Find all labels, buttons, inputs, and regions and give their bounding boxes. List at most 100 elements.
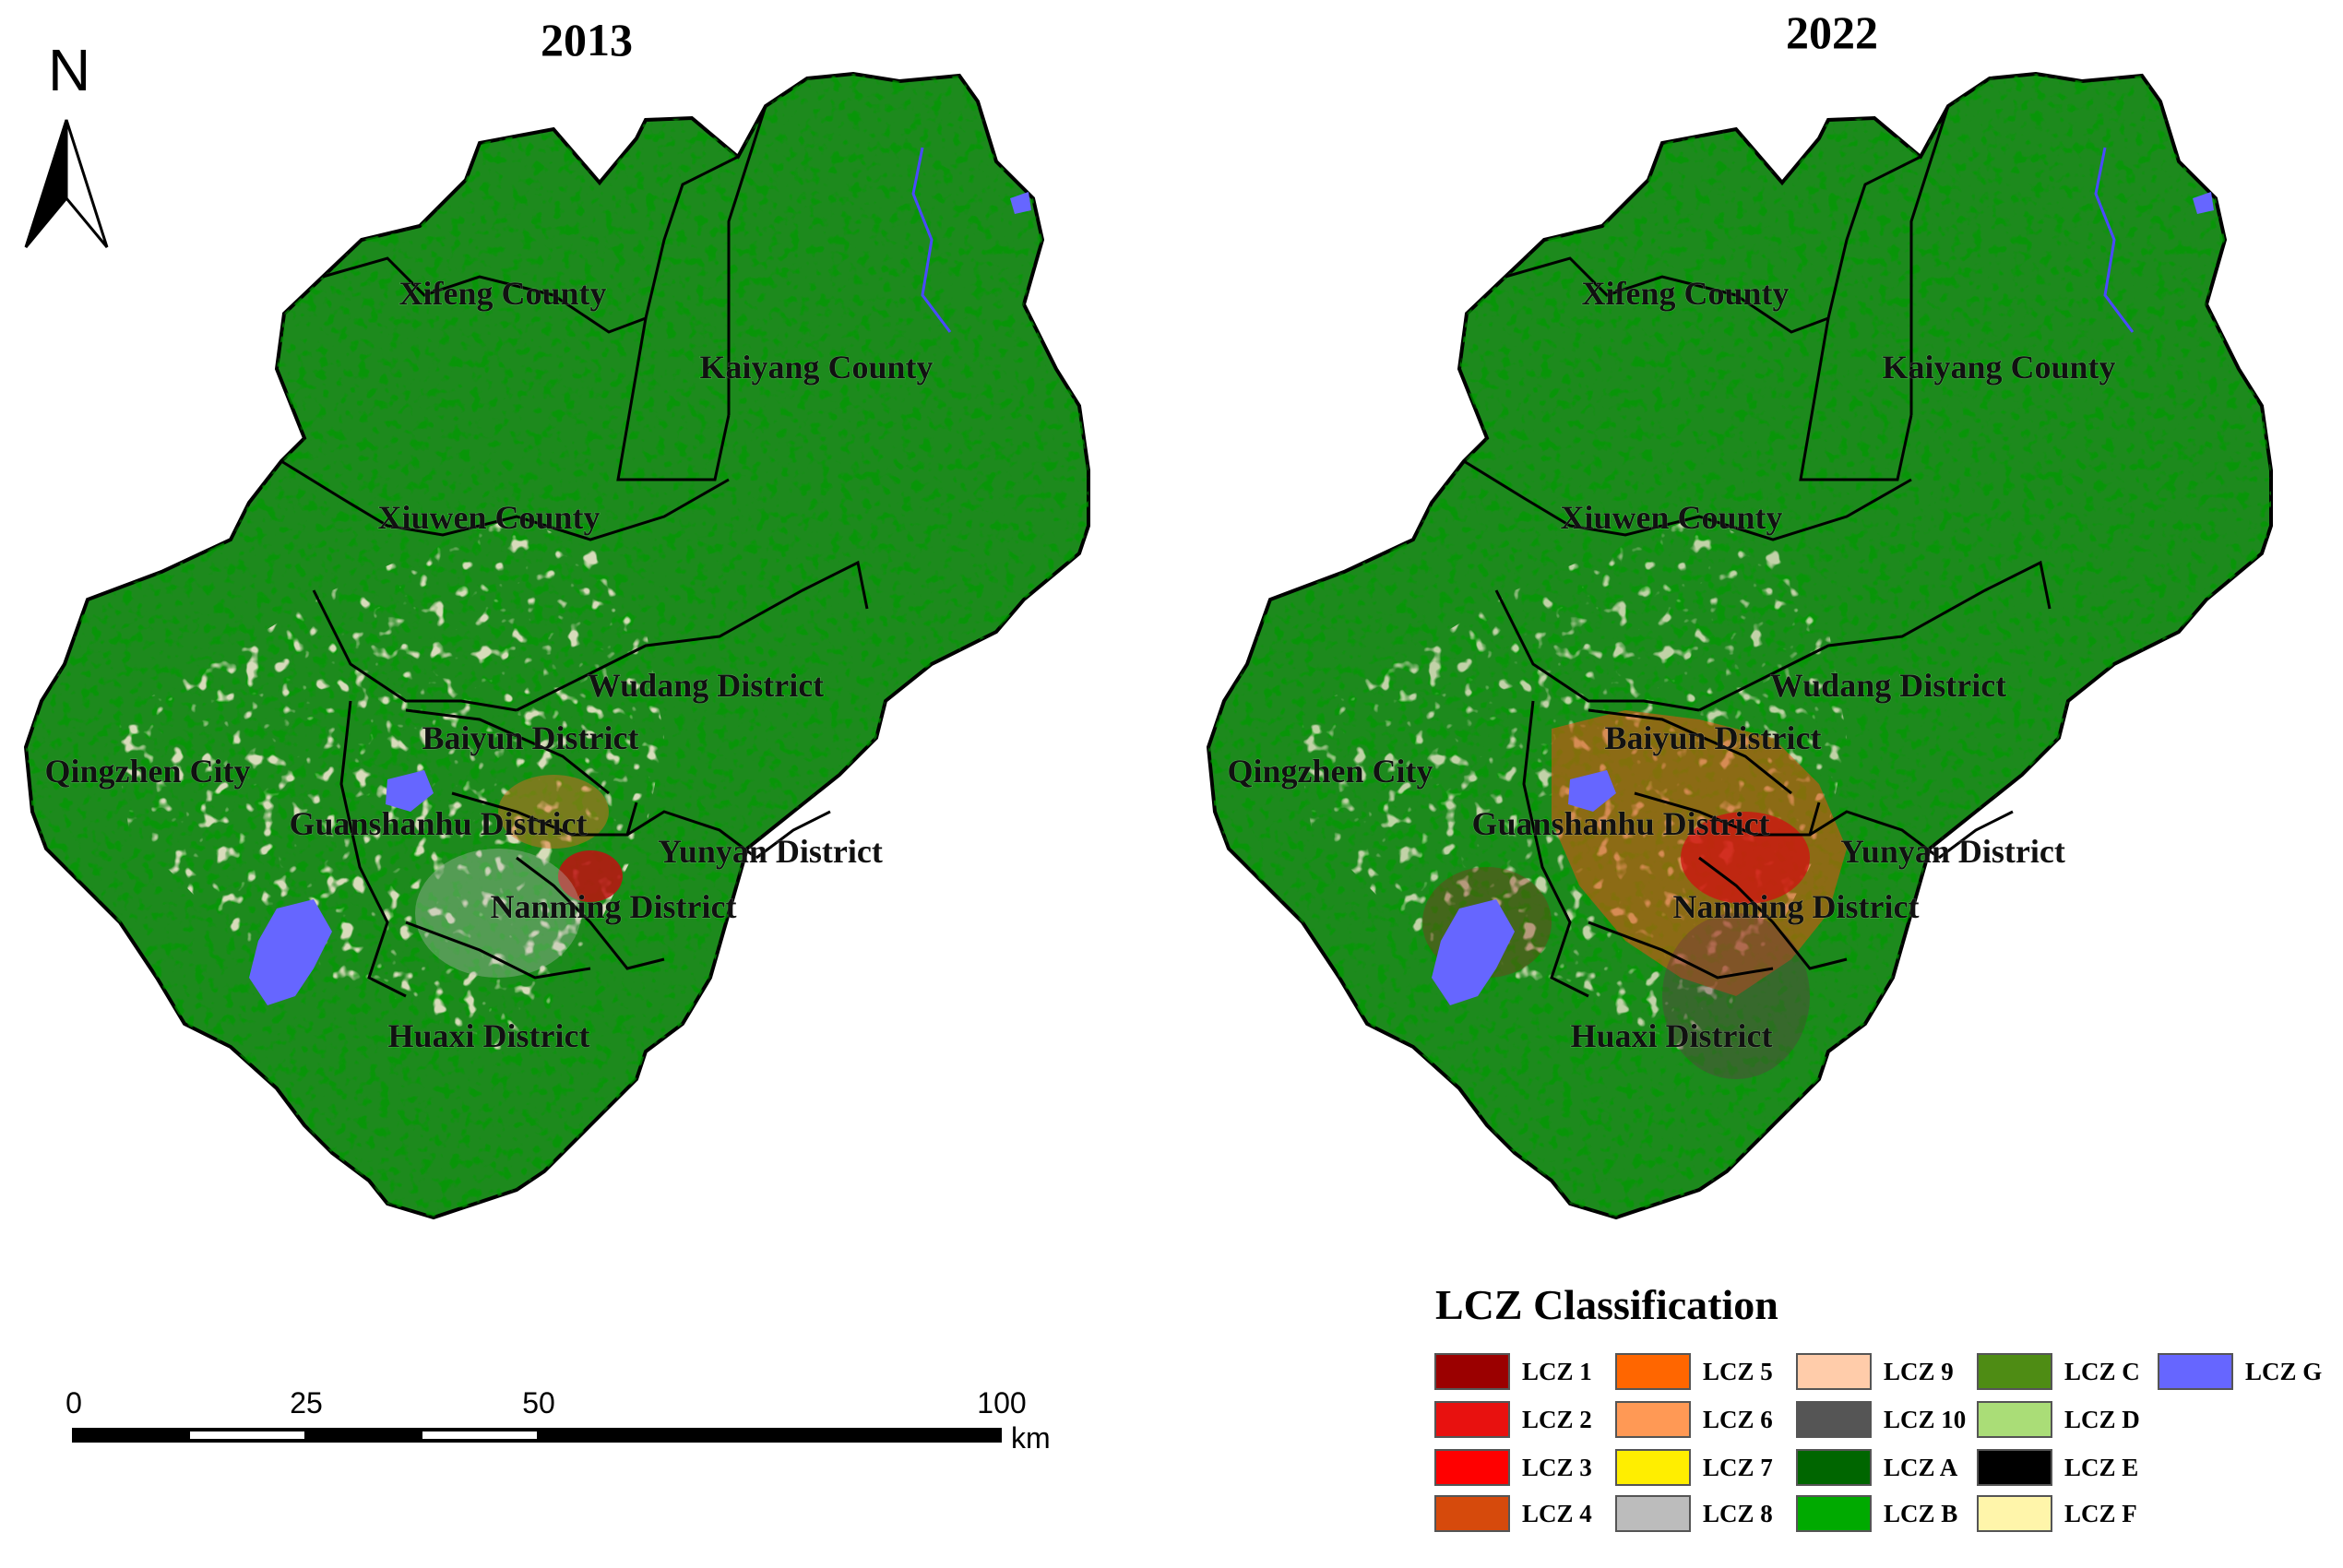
- legend-item: LCZ 8: [1615, 1495, 1773, 1532]
- legend-label: LCZ 10: [1884, 1406, 1966, 1433]
- district-label: Guanshanhu District: [289, 805, 587, 842]
- legend-swatch: [1796, 1495, 1872, 1532]
- district-label: Xifeng County: [398, 275, 606, 312]
- legend-swatch: [1977, 1401, 2052, 1438]
- legend-label: LCZ 9: [1884, 1358, 1954, 1385]
- legend-swatch: [2158, 1353, 2233, 1390]
- legend-label: LCZ D: [2064, 1406, 2140, 1433]
- legend-label: LCZ 5: [1703, 1358, 1773, 1385]
- water-body-2022c: [2193, 192, 2214, 214]
- water-body-2013b: [386, 770, 434, 812]
- legend-item: LCZ 3: [1434, 1449, 1592, 1486]
- district-label: Qingzhen City: [1227, 753, 1433, 790]
- legend-label: LCZ A: [1884, 1454, 1958, 1481]
- district-label: Huaxi District: [1571, 1017, 1773, 1054]
- district-label: Huaxi District: [388, 1017, 590, 1054]
- legend-swatch: [1434, 1495, 1510, 1532]
- legend-label: LCZ F: [2064, 1500, 2137, 1527]
- scale-tick-0: 0: [65, 1386, 82, 1420]
- legend-label: LCZ B: [1884, 1500, 1957, 1527]
- legend-item: LCZ F: [1977, 1495, 2137, 1532]
- legend-item: LCZ D: [1977, 1401, 2140, 1438]
- scale-tick-50: 50: [522, 1386, 555, 1420]
- legend-label: LCZ 1: [1522, 1358, 1592, 1385]
- legend-swatch: [1615, 1401, 1691, 1438]
- legend-swatch: [1977, 1449, 2052, 1486]
- legend-item: LCZ 9: [1796, 1353, 1954, 1390]
- district-boundaries-2022: [1463, 105, 2052, 998]
- legend-swatch: [1796, 1401, 1872, 1438]
- district-label: Xiuwen County: [377, 499, 600, 536]
- district-label: Wudang District: [1770, 667, 2006, 704]
- district-boundaries-2013: [280, 105, 869, 998]
- legend-title: LCZ Classification: [1435, 1281, 1778, 1328]
- legend-item: LCZ B: [1796, 1495, 1957, 1532]
- legend-swatch: [1796, 1353, 1872, 1390]
- map-title-0: 2013: [541, 14, 633, 65]
- legend-label: LCZ C: [2064, 1358, 2140, 1385]
- legend-label: LCZ G: [2245, 1358, 2322, 1385]
- legend-label: LCZ 2: [1522, 1406, 1592, 1433]
- legend-item: LCZ 10: [1796, 1401, 1966, 1438]
- district-label: Nanming District: [491, 888, 737, 925]
- legend-swatch: [1615, 1495, 1691, 1532]
- map-2013: [23, 71, 1090, 1220]
- legend-item: LCZ G: [2158, 1353, 2322, 1390]
- legend-item: LCZ 5: [1615, 1353, 1773, 1390]
- legend-item: LCZ 1: [1434, 1353, 1592, 1390]
- district-label: Guanshanhu District: [1471, 805, 1769, 842]
- legend-label: LCZ 4: [1522, 1500, 1592, 1527]
- scale-tick-25: 25: [290, 1386, 323, 1420]
- district-label: Yunyan District: [1840, 833, 2065, 870]
- map-title-1: 2022: [1786, 6, 1878, 58]
- labels-layer: 2013 Xifeng County Kaiyang County Xiuwen Co…: [44, 6, 2116, 1055]
- district-label: Baiyun District: [1604, 719, 1821, 756]
- district-label: Kaiyang County: [699, 349, 933, 386]
- legend-swatch: [1977, 1495, 2052, 1532]
- north-arrow: N: [24, 37, 109, 248]
- legend-item: LCZ A: [1796, 1449, 1958, 1486]
- water-body-2022a: [1432, 899, 1515, 1005]
- legend-label: LCZ 6: [1703, 1406, 1773, 1433]
- river-2022: [2094, 147, 2135, 333]
- scale-tick-100: 100: [977, 1386, 1026, 1420]
- scale-unit: km: [1011, 1421, 1051, 1455]
- water-body-2013c: [1010, 192, 1031, 214]
- urban-core-2013: [558, 850, 623, 902]
- district-label: Qingzhen City: [44, 753, 250, 790]
- urban-dense-2022: [1662, 913, 1810, 1079]
- legend-items: LCZ 1 LCZ 2 LCZ 3 LCZ 4 LCZ 5 LCZ 6 LCZ 7 LCZ 8…: [1434, 1353, 2322, 1532]
- legend-item: LCZ 6: [1615, 1401, 1773, 1438]
- district-label: Yunyan District: [658, 833, 883, 870]
- district-label: Nanming District: [1673, 888, 1920, 925]
- legend-item: LCZ C: [1977, 1353, 2140, 1390]
- legend-swatch: [1977, 1353, 2052, 1390]
- district-label: Wudang District: [588, 667, 824, 704]
- legend-item: LCZ 2: [1434, 1401, 1592, 1438]
- legend-label: LCZ 3: [1522, 1454, 1592, 1481]
- legend-label: LCZ 8: [1703, 1500, 1773, 1527]
- river-2013: [911, 147, 952, 333]
- legend-item: LCZ 4: [1434, 1495, 1592, 1532]
- district-label: Xifeng County: [1581, 275, 1789, 312]
- legend-swatch: [1434, 1353, 1510, 1390]
- legend-swatch: [1796, 1449, 1872, 1486]
- map-2022: [1206, 71, 2273, 1220]
- north-arrow-letter: N: [48, 37, 90, 103]
- scale-bar: 0 25 50 100 km: [65, 1386, 1051, 1455]
- urban-fringe-2013: [498, 775, 609, 849]
- legend-label: LCZ E: [2064, 1454, 2138, 1481]
- urban-fringe-2013b: [415, 849, 581, 978]
- water-body-2013a: [249, 899, 332, 1005]
- legend-swatch: [1434, 1449, 1510, 1486]
- legend-swatch: [1615, 1353, 1691, 1390]
- district-label: Xiuwen County: [1560, 499, 1782, 536]
- legend-label: LCZ 7: [1703, 1454, 1773, 1481]
- district-label: Baiyun District: [422, 719, 638, 756]
- district-label: Kaiyang County: [1882, 349, 2115, 386]
- water-body-2022b: [1568, 770, 1616, 812]
- legend-swatch: [1434, 1401, 1510, 1438]
- legend-swatch: [1615, 1449, 1691, 1486]
